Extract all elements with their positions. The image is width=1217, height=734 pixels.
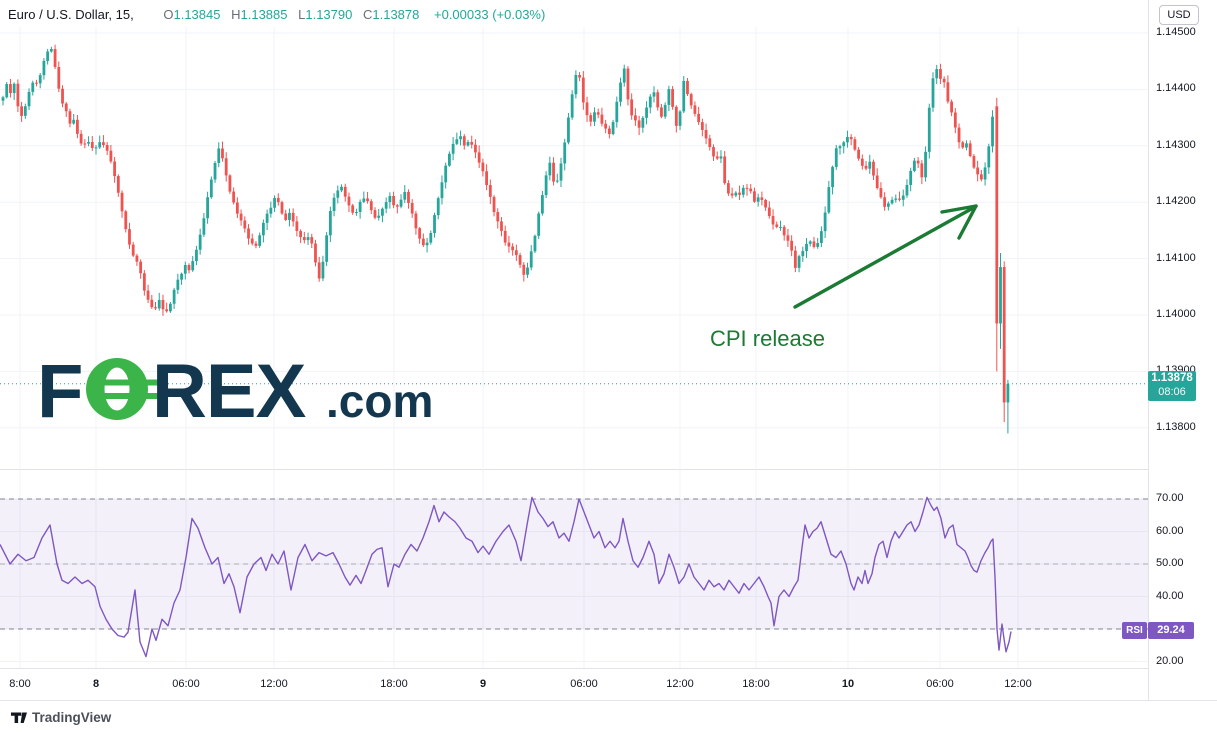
tradingview-logo-icon[interactable] (10, 710, 30, 726)
rsi-axis-label: 40.00 (1156, 589, 1184, 602)
rsi-value-badge: 29.24 (1148, 622, 1194, 639)
last-price-value: 1.13878 (1151, 372, 1193, 384)
price-axis-label: 1.14300 (1156, 138, 1196, 151)
high-value: 1.13885 (240, 7, 288, 22)
rsi-axis-label: 20.00 (1156, 654, 1184, 667)
low-label: L (298, 7, 306, 22)
watermark-dot-com: .com (326, 375, 433, 427)
time-axis-label: 18:00 (742, 678, 770, 690)
watermark-o-hole (104, 367, 130, 411)
price-axis-label: 1.14400 (1156, 82, 1196, 95)
watermark-o-bar-top (99, 379, 158, 386)
price-axis-label: 1.14000 (1156, 308, 1196, 320)
time-axis-label: 06:00 (570, 678, 598, 690)
chart-legend: Euro / U.S. Dollar, 15, O1.13845 H1.1388… (8, 7, 545, 22)
open-value: 1.13845 (173, 7, 221, 22)
open-label: O (163, 7, 174, 22)
price-axis-label: 1.13800 (1156, 420, 1196, 433)
forex-com-watermark-logo: F REX .com (37, 349, 433, 434)
time-axis-label: 06:00 (926, 678, 954, 690)
last-price-time: 08:06 (1158, 386, 1186, 398)
time-axis-day-label: 9 (479, 678, 487, 690)
time-axis-label: 8:00 (9, 678, 31, 690)
time-axis-day-label: 8 (92, 678, 100, 690)
price-axis-label: 1.14100 (1156, 251, 1196, 264)
time-axis-label: 18:00 (380, 678, 408, 690)
candlestick-series (1, 44, 1010, 434)
time-axis-day-label: 10 (841, 678, 855, 690)
time-axis[interactable]: 8:00 8 06:00 12:00 18:00 9 06:00 12:00 18:00 10 06… (0, 668, 1217, 701)
rsi-indicator-plot (0, 496, 1148, 658)
symbol-title: Euro / U.S. Dollar, 15, (8, 7, 134, 22)
footer-bar: TradingView (0, 700, 1217, 734)
rsi-label-badge[interactable]: RSI (1122, 622, 1147, 639)
last-price-badge: 1.13878 08:06 (1148, 371, 1196, 401)
price-axis-label: 1.14200 (1156, 195, 1196, 208)
time-axis-label: 06:00 (172, 678, 200, 690)
time-axis-label: 12:00 (1004, 678, 1032, 690)
cpi-annotation-arrow (793, 204, 978, 309)
low-value: 1.13790 (305, 7, 353, 22)
watermark-o-bar-bottom (99, 393, 158, 399)
close-value: 1.13878 (372, 7, 420, 22)
price-axis[interactable]: USD 1.13878 08:06 29.24 1.14500 1.14400 1.… (1148, 0, 1217, 700)
currency-toggle-badge[interactable]: USD (1159, 5, 1199, 25)
rsi-axis-label: 60.00 (1156, 524, 1184, 537)
rsi-axis-label: 70.00 (1156, 492, 1184, 504)
cpi-release-annotation: CPI release (710, 326, 825, 351)
change-value: +0.00033 (+0.03%) (434, 7, 546, 22)
close-label: C (362, 7, 373, 22)
time-axis-label: 12:00 (260, 678, 288, 690)
price-axis-label: 1.14500 (1156, 26, 1196, 38)
pane-separator[interactable] (0, 469, 1217, 470)
watermark-letters-rex: REX (152, 349, 307, 434)
time-axis-label: 12:00 (666, 678, 694, 690)
watermark-letter-f: F (37, 349, 82, 434)
high-label: H (231, 7, 241, 22)
tradingview-brand-link[interactable]: TradingView (32, 710, 112, 725)
rsi-axis-label: 50.00 (1156, 557, 1184, 569)
